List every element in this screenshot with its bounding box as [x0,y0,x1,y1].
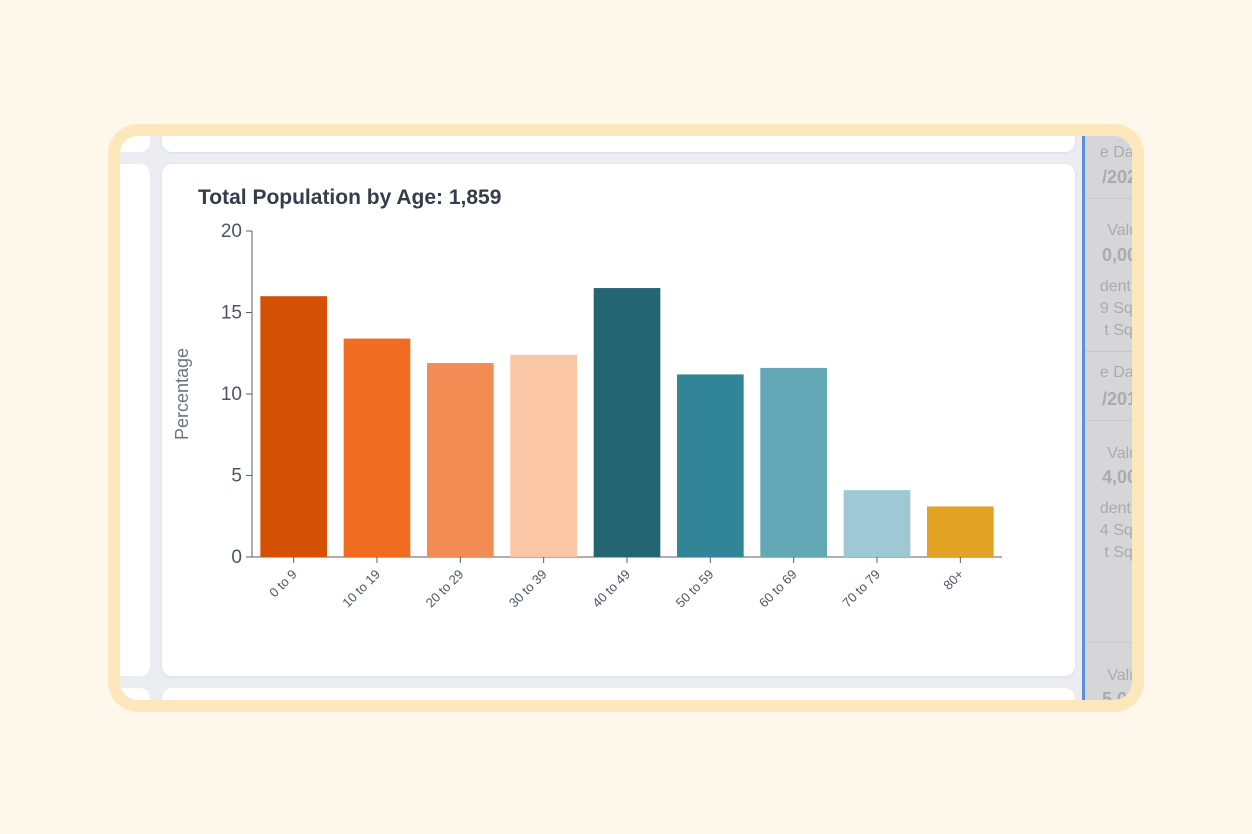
y-tick-label: 20 [221,221,242,242]
sqft-label: 9 SqFt [1099,300,1144,317]
value-amount-3: 5,000 [1101,689,1144,700]
residential-label-2: dential [1099,500,1144,517]
x-tick-label: 60 to 69 [756,567,800,611]
browser-frame: Total Population by Age: 1,859 0 5 10 15 20 P… [108,124,1144,712]
next-card [162,688,1075,700]
x-tick-label: 0 to 9 [266,567,300,601]
y-axis-label: Percentage [172,348,192,440]
value-amount-2: 4,000 [1101,467,1144,487]
bar-30-to-39 [510,354,577,557]
y-tick-label: 5 [231,466,242,487]
bar-80plus [927,506,994,557]
bar-20-to-29 [427,363,494,557]
divider [1085,420,1132,421]
page-viewport: Total Population by Age: 1,859 0 5 10 15 20 P… [120,136,1132,700]
divider [1085,351,1132,352]
bar-60-to-69 [760,367,827,557]
x-tick-label: 30 to 39 [506,567,550,611]
bar-0-to-9 [260,296,327,557]
x-tick-label: 70 to 79 [839,567,883,611]
x-tick-label: 80+ [940,567,966,593]
bar-40-to-49 [593,288,661,557]
sale-date-label: e Date [1099,144,1144,161]
residential-label: dential [1099,278,1144,295]
value-label-3: Value [1107,667,1144,684]
value-label-2: Value [1107,445,1144,462]
left-card-top [120,136,150,152]
y-tick-label: 15 [221,303,242,324]
value-amount: 0,000 [1101,245,1144,265]
y-tick-label: 0 [231,547,242,568]
left-card-bottom [120,688,150,700]
y-tick-label: 10 [221,384,242,405]
x-tick-label: 50 to 59 [673,567,717,611]
x-tick-label: 10 to 19 [339,567,383,611]
chart-title: Total Population by Age: 1,859 [198,186,502,209]
value-label: Value [1107,222,1144,239]
sqft-label-3: 4 SqFt [1099,522,1144,539]
sale-date-value-2: /2015 [1101,389,1144,409]
property-details-panel: e Date /2021 Value 0,000 dential 9 SqFt … [1082,136,1144,700]
previous-card [162,136,1075,152]
bar-50-to-59 [677,374,744,557]
bar-70-to-79 [843,490,911,557]
population-bar-chart: 0 5 10 15 20 Percentage 0 to 9 10 to 19 20 to 29… [172,221,1002,611]
sqft-label-2: t SqFt [1104,322,1144,339]
population-by-age-card: Total Population by Age: 1,859 0 5 10 15 20 P… [162,164,1075,676]
left-card-main [120,164,150,676]
sale-date-label-2: e Date [1099,364,1144,381]
x-tick-label: 40 to 49 [589,567,633,611]
bar-10-to-19 [343,338,411,557]
x-tick-label: 20 to 29 [423,567,467,611]
divider [1085,198,1132,199]
sale-date-value: /2021 [1101,167,1144,187]
divider [1085,642,1132,643]
sqft-label-4: t SqFt [1104,544,1144,561]
